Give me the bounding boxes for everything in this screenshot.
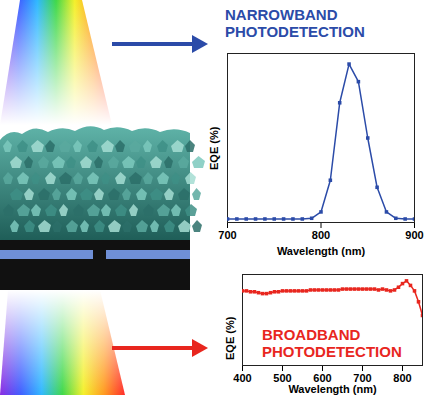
svg-text:Wavelength (nm): Wavelength (nm) [288, 383, 377, 395]
svg-text:900: 900 [405, 229, 423, 241]
svg-text:600: 600 [313, 372, 332, 385]
html-text:BROADBAND PHOTODETECTION: BROADBAND PHOTODETECTION [262, 326, 402, 360]
svg-text:400: 400 [233, 372, 251, 384]
svg-text:800: 800 [393, 372, 411, 384]
svg-text:800: 800 [312, 229, 330, 241]
html-text:NARROWBAND PHOTODETECTION: NARROWBAND PHOTODETECTION [225, 6, 365, 40]
html-text:EQE (%): EQE (%) [224, 316, 236, 360]
svg-text:700: 700 [353, 372, 372, 385]
html-text:EQE (%): EQE (%) [208, 126, 220, 170]
svg-text:700: 700 [218, 229, 236, 241]
svg-text:Wavelength (nm): Wavelength (nm) [277, 245, 366, 257]
svg-text:500: 500 [273, 372, 292, 385]
